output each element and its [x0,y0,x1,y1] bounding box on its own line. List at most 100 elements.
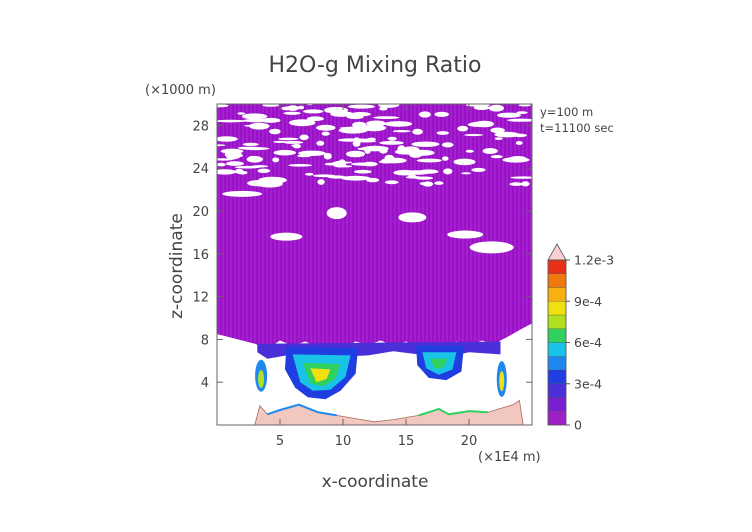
clear-streak [507,118,532,122]
clear-streak [237,146,262,150]
clear-streak [402,170,431,175]
clear-streak [297,105,305,110]
clear-streak [436,131,449,135]
clear-streak [402,146,420,153]
colorbar-bin [547,356,567,371]
annotation-t: t=11100 sec [540,121,614,135]
y-tick-label: 28 [192,119,209,134]
colorbar: 1.2e-3 9e-4 6e-4 3e-4 0 [547,243,614,433]
x-tick-label: 5 [276,434,284,449]
clear-streak [235,168,244,174]
y-tick-label: 24 [192,162,209,177]
clear-streak [509,182,523,186]
clear-streak [269,128,281,135]
x-tick-label: 20 [461,434,478,449]
clear-streak [351,162,376,166]
cell-left-core [258,369,265,388]
clear-streak [443,168,453,175]
clear-streak [242,142,259,146]
y-axis-label: z-coordinate [167,213,187,319]
clear-streak [434,181,444,185]
clear-streak [502,157,530,163]
clear-streak [373,116,400,119]
clear-streak [217,158,234,161]
clear-streak [473,105,490,110]
clear-streak [512,133,527,138]
terrain-edge-blue [267,403,337,417]
clear-streak [316,140,325,146]
clear-streak [316,124,336,131]
clear-streak [341,175,371,181]
x-unit-label: (×1E4 m) [478,450,541,465]
cell-right-core [499,371,505,392]
clear-streak [217,119,246,123]
clear-streak [384,180,399,185]
clear-streak [422,181,434,187]
colorbar-overflow-triangle [547,243,567,261]
clear-streak [482,148,498,154]
clear-streak [416,158,442,163]
x-axis: 5 10 15 20 [276,104,477,449]
terrain-edge-green [418,407,488,417]
clear-streak [361,124,387,132]
clear-streak [353,137,360,144]
clear-streak [490,127,505,134]
clear-streak [257,168,271,173]
clear-streak [288,119,316,127]
colorbar-bin [547,301,567,316]
clear-streak [412,128,423,135]
clear-streak [262,104,279,107]
x-tick-label: 10 [335,434,352,449]
clear-patch [469,241,514,254]
clear-streak [515,141,523,145]
clear-streak [217,136,238,142]
clear-streak [516,111,528,114]
clear-streak [379,141,404,145]
y-tick-label: 20 [192,205,209,220]
clear-streak [354,140,377,143]
clear-streak [465,149,474,153]
clear-streak [494,131,520,138]
clear-streak [312,174,336,178]
clear-streak [330,111,354,117]
clear-streak [225,152,241,160]
clear-streak [278,137,299,141]
y-axis: 4 8 12 16 20 24 28 [192,119,532,391]
clear-streak [518,104,531,107]
clear-patch [270,232,303,241]
clear-streak [281,106,296,111]
plot-frame [216,103,533,426]
colorbar-bin [547,411,567,426]
clear-streak [217,144,226,147]
chart-title: H2O-g Mixing Ratio [269,53,482,78]
clear-streak [442,156,449,161]
clear-streak [434,111,450,117]
clear-streak [332,161,353,164]
plume-right-green [429,358,448,370]
clear-streak [234,165,260,169]
clear-streak [464,133,484,137]
colorbar-bin [547,342,567,357]
colorbar-bin [547,259,567,274]
y-tick-label: 8 [201,333,209,348]
clear-streak [283,140,304,144]
clear-streak [304,172,314,176]
clear-streak [457,125,469,132]
clear-streak [357,147,373,151]
y-unit-label: (×1000 m) [145,83,216,98]
clear-streak [468,121,492,127]
clear-streak [323,152,332,160]
clear-streak [408,174,417,179]
field-layer [217,104,532,425]
clear-streak [354,169,372,174]
clear-streak [453,158,476,166]
clear-streak [291,144,299,147]
clear-streak [324,162,337,166]
clear-streak [306,116,324,121]
colorbar-tick-label: 9e-4 [574,294,602,309]
colorbar-tick-label: 6e-4 [574,335,602,350]
annotation-y: y=100 m [540,105,593,119]
clear-streak [384,121,413,127]
clear-streak [321,131,330,136]
